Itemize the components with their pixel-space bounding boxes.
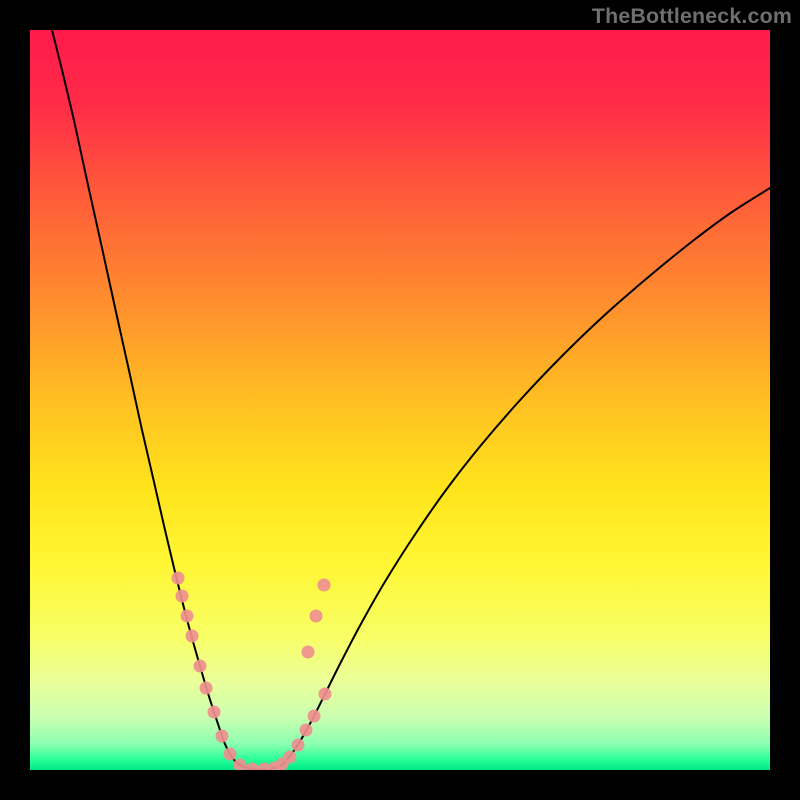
data-marker xyxy=(300,724,313,737)
plot-area xyxy=(30,30,770,770)
data-marker xyxy=(216,730,229,743)
data-marker xyxy=(176,590,189,603)
data-marker xyxy=(186,630,199,643)
chart-container: TheBottleneck.com xyxy=(0,0,800,800)
data-marker xyxy=(172,572,185,585)
watermark-text: TheBottleneck.com xyxy=(592,4,792,29)
gradient-background xyxy=(30,30,770,770)
data-marker xyxy=(292,739,305,752)
data-marker xyxy=(284,751,297,764)
data-marker xyxy=(224,748,237,761)
data-marker xyxy=(208,706,221,719)
chart-svg xyxy=(30,30,770,770)
data-marker xyxy=(318,579,331,592)
data-marker xyxy=(302,646,315,659)
data-marker xyxy=(200,682,213,695)
data-marker xyxy=(194,660,207,673)
data-marker xyxy=(308,710,321,723)
data-marker xyxy=(181,610,194,623)
data-marker xyxy=(310,610,323,623)
data-marker xyxy=(319,688,332,701)
